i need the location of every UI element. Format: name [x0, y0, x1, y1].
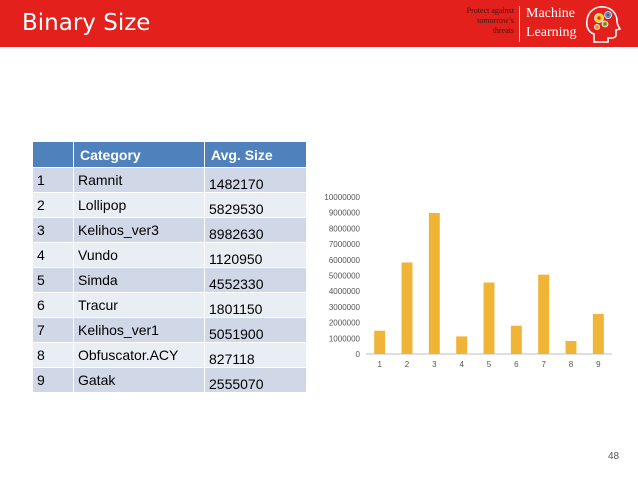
row-category: Obfuscator.ACY [73, 342, 205, 368]
logo-tagline: Protect against tomorrow’s threats [424, 6, 514, 36]
y-tick-label: 1000000 [329, 334, 361, 343]
row-size: 1482170 [204, 167, 307, 193]
row-category: Kelihos_ver3 [73, 217, 205, 243]
y-tick-label: 6000000 [329, 256, 361, 265]
tagline-line-3: threats [492, 26, 514, 35]
row-size: 5829530 [204, 192, 307, 218]
logo-line-1: Machine [526, 6, 575, 21]
y-tick-label: 10000000 [324, 193, 360, 202]
row-size: 2555070 [204, 367, 307, 393]
bar [374, 330, 386, 354]
row-category: Simda [73, 267, 205, 293]
table-row: 1 Ramnit 1482170 [32, 167, 307, 193]
tagline-line-1: Protect against [466, 6, 514, 15]
row-category: Vundo [73, 242, 205, 268]
table-row: 2 Lollipop 5829530 [32, 192, 307, 218]
table-row: 9 Gatak 2555070 [32, 367, 307, 393]
binary-size-bar-chart: 0 1000000 2000000 3000000 4000000 5000000 6000… [324, 193, 612, 369]
bar [428, 212, 440, 354]
row-index: 1 [32, 167, 74, 193]
header-avg-size: Avg. Size [204, 141, 307, 168]
row-index: 3 [32, 217, 74, 243]
row-category: Tracur [73, 292, 205, 318]
x-tick-label: 4 [459, 360, 464, 369]
row-size: 8982630 [204, 217, 307, 243]
row-index: 2 [32, 192, 74, 218]
bar [401, 262, 413, 354]
table-header-row: Category Avg. Size [32, 141, 307, 168]
header-bar: Binary Size Protect against tomorrow’s t… [0, 0, 638, 47]
y-tick-label: 5000000 [329, 272, 361, 281]
x-tick-label: 8 [569, 360, 574, 369]
row-size: 1120950 [204, 242, 307, 268]
table-row: 7 Kelihos_ver1 5051900 [32, 317, 307, 343]
row-size: 1801150 [204, 292, 307, 318]
table-row: 4 Vundo 1120950 [32, 242, 307, 268]
table-row: 6 Tracur 1801150 [32, 292, 307, 318]
x-tick-label: 7 [541, 360, 546, 369]
x-tick-label: 3 [432, 360, 437, 369]
binary-size-table: Category Avg. Size 1 Ramnit 1482170 2 Lo… [32, 141, 307, 393]
page-number: 48 [608, 451, 620, 462]
row-category: Lollipop [73, 192, 205, 218]
x-tick-label: 5 [487, 360, 492, 369]
header-category: Category [73, 141, 205, 168]
x-tick-label: 6 [514, 360, 519, 369]
row-size: 827118 [204, 342, 307, 368]
x-tick-label: 9 [596, 360, 601, 369]
tagline-line-2: tomorrow’s [477, 16, 514, 25]
row-category: Kelihos_ver1 [73, 317, 205, 343]
slide-title: Binary Size [22, 10, 151, 36]
header-index [32, 141, 74, 168]
y-tick-label: 9000000 [329, 209, 361, 218]
row-index: 9 [32, 367, 74, 393]
table-row: 3 Kelihos_ver3 8982630 [32, 217, 307, 243]
row-index: 8 [32, 342, 74, 368]
table-row: 8 Obfuscator.ACY 827118 [32, 342, 307, 368]
row-index: 5 [32, 267, 74, 293]
y-tick-label: 3000000 [329, 303, 361, 312]
bar [456, 336, 468, 354]
row-index: 7 [32, 317, 74, 343]
bar [565, 341, 577, 354]
bar [538, 274, 550, 354]
bar [510, 325, 522, 354]
y-tick-label: 4000000 [329, 287, 361, 296]
bar [483, 282, 495, 354]
logo-divider [519, 6, 520, 42]
row-category: Ramnit [73, 167, 205, 193]
bar [592, 313, 604, 354]
row-index: 4 [32, 242, 74, 268]
logo-wordmark: Machine Learning [526, 4, 577, 42]
table-row: 5 Simda 4552330 [32, 267, 307, 293]
y-tick-label: 7000000 [329, 240, 361, 249]
row-category: Gatak [73, 367, 205, 393]
y-tick-label: 8000000 [329, 224, 361, 233]
brain-head-icon [585, 6, 622, 43]
row-size: 5051900 [204, 317, 307, 343]
x-tick-label: 1 [377, 360, 382, 369]
x-tick-label: 2 [405, 360, 410, 369]
y-tick-label: 0 [356, 350, 361, 359]
row-index: 6 [32, 292, 74, 318]
row-size: 4552330 [204, 267, 307, 293]
y-tick-label: 2000000 [329, 319, 361, 328]
logo-line-2: Learning [526, 25, 577, 40]
